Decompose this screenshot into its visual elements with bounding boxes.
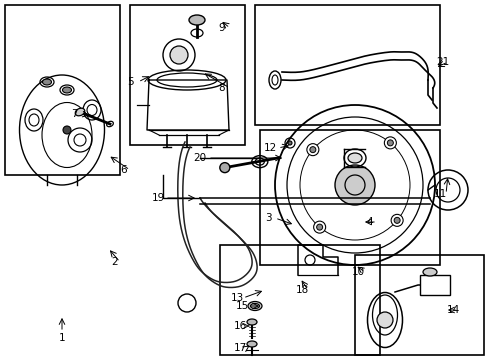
Text: 4: 4 <box>366 217 372 227</box>
Bar <box>220 245 379 355</box>
Ellipse shape <box>347 153 361 163</box>
Circle shape <box>287 141 291 145</box>
Text: 11: 11 <box>432 189 446 199</box>
Circle shape <box>306 144 318 156</box>
Text: 8: 8 <box>218 83 225 93</box>
Text: 5: 5 <box>126 77 133 87</box>
Text: 7: 7 <box>71 109 77 119</box>
Text: 18: 18 <box>295 285 308 295</box>
Bar <box>130 5 244 145</box>
Ellipse shape <box>246 341 257 347</box>
Text: 9: 9 <box>218 23 225 33</box>
Text: 20: 20 <box>193 153 206 163</box>
Ellipse shape <box>422 268 436 276</box>
Text: 17: 17 <box>233 343 246 353</box>
Text: 2: 2 <box>111 257 118 267</box>
Circle shape <box>390 214 402 226</box>
Bar <box>254 5 439 125</box>
Circle shape <box>63 126 71 134</box>
Text: 21: 21 <box>435 57 448 67</box>
Circle shape <box>316 224 322 230</box>
Ellipse shape <box>75 108 84 116</box>
Circle shape <box>309 147 315 153</box>
Ellipse shape <box>42 79 51 85</box>
Text: 13: 13 <box>230 293 243 303</box>
Circle shape <box>220 163 229 173</box>
Text: 12: 12 <box>263 143 276 153</box>
Circle shape <box>170 46 187 64</box>
Bar <box>260 130 439 265</box>
Text: 19: 19 <box>151 193 164 203</box>
Circle shape <box>334 165 374 205</box>
Bar <box>5 5 120 175</box>
Bar <box>419 275 449 295</box>
Ellipse shape <box>246 319 257 325</box>
Bar <box>354 255 483 355</box>
Text: 14: 14 <box>446 305 459 315</box>
Text: 1: 1 <box>59 333 65 343</box>
Text: 6: 6 <box>121 165 127 175</box>
Ellipse shape <box>247 302 262 310</box>
Text: 16: 16 <box>233 321 246 331</box>
Ellipse shape <box>62 87 71 93</box>
Circle shape <box>393 217 399 223</box>
Circle shape <box>313 221 325 233</box>
Ellipse shape <box>189 15 204 25</box>
Text: 10: 10 <box>351 267 364 277</box>
Circle shape <box>386 140 392 146</box>
Circle shape <box>376 312 392 328</box>
Text: 15: 15 <box>235 301 248 311</box>
Circle shape <box>384 137 396 149</box>
Text: 3: 3 <box>264 213 271 223</box>
